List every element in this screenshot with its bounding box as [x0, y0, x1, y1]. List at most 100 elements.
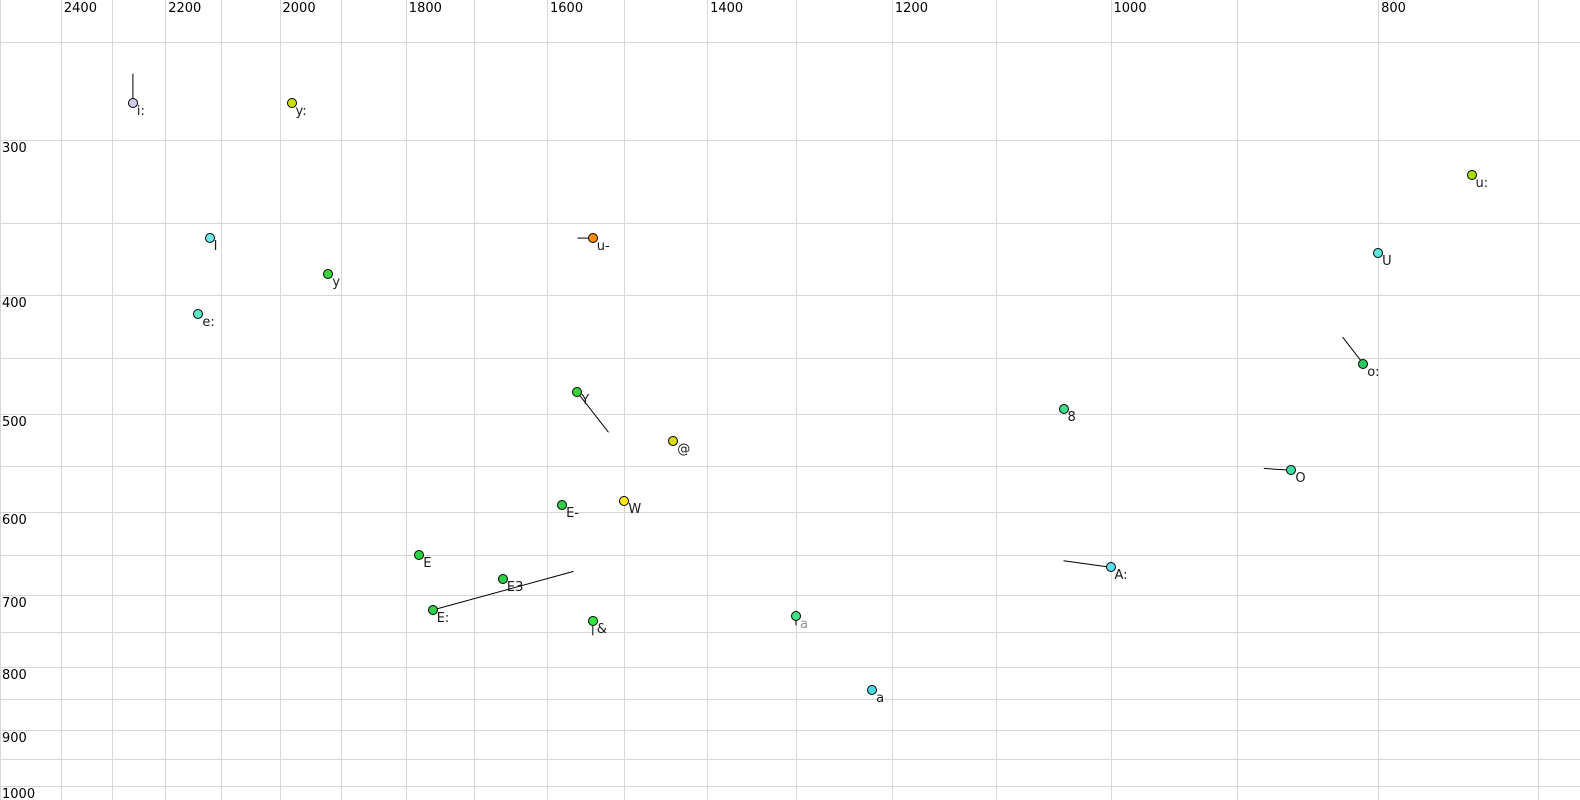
x-tick-label: 1600 — [550, 1, 584, 16]
x-gridline — [474, 0, 476, 800]
data-point-label: u: — [1475, 175, 1489, 191]
x-gridline — [1236, 0, 1238, 800]
y-gridline — [0, 512, 1580, 514]
data-point — [1373, 247, 1384, 258]
data-point-label: y: — [295, 104, 307, 120]
data-point-label: 8 — [1067, 409, 1076, 425]
data-point — [286, 98, 297, 109]
x-tick-label: 1400 — [710, 1, 744, 16]
data-point — [497, 574, 508, 585]
x-gridline — [891, 0, 893, 800]
data-point — [1286, 465, 1297, 476]
data-point — [127, 98, 138, 109]
data-point — [1466, 169, 1477, 180]
data-point-label: E — [423, 556, 432, 572]
data-point — [323, 269, 334, 280]
x-gridline — [547, 0, 548, 800]
data-point-label: a — [876, 690, 885, 706]
data-point — [619, 496, 630, 507]
y-tick-label: 800 — [2, 667, 27, 683]
x-gridline — [796, 0, 797, 800]
y-gridline — [0, 222, 1580, 224]
x-gridline — [624, 0, 626, 800]
data-point-label: E- — [566, 505, 579, 521]
y-gridline — [0, 758, 1580, 760]
y-tick-label: 1000 — [2, 787, 36, 800]
x-gridline — [279, 0, 281, 800]
tail-line — [432, 570, 574, 611]
y-tick-label: 900 — [2, 730, 27, 746]
data-point — [867, 684, 878, 695]
data-point — [204, 233, 215, 244]
data-point-label: W — [628, 502, 642, 518]
y-tick-label: 600 — [2, 513, 27, 529]
x-gridline — [111, 0, 113, 800]
y-gridline — [0, 414, 1580, 416]
data-point-label: Y — [581, 393, 590, 409]
y-tick-label: 300 — [2, 141, 27, 157]
x-gridline — [1538, 0, 1540, 800]
data-point — [668, 435, 679, 446]
y-gridline — [0, 729, 1580, 731]
x-gridline — [221, 0, 222, 800]
data-point-label: y — [332, 275, 341, 291]
data-point-label: i: — [136, 104, 145, 120]
x-gridline — [1110, 0, 1112, 800]
x-tick-label: 2400 — [63, 1, 97, 16]
y-gridline — [0, 594, 1580, 596]
plot-left-border — [0, 0, 1, 800]
data-point-label: e: — [202, 315, 215, 331]
data-point-label: o: — [1367, 364, 1380, 380]
y-gridline — [0, 294, 1580, 296]
x-tick-label: 2200 — [168, 1, 202, 16]
data-point — [557, 499, 568, 510]
x-gridline — [341, 0, 342, 800]
x-gridline — [405, 0, 407, 800]
tail-line — [577, 392, 609, 433]
x-gridline — [707, 0, 709, 800]
x-gridline — [996, 0, 998, 800]
x-gridline — [1378, 0, 1380, 800]
y-gridline — [0, 786, 1580, 788]
data-point — [1358, 358, 1369, 369]
y-gridline — [0, 357, 1580, 359]
data-point-label: I — [213, 239, 218, 255]
data-point-label: E3 — [506, 580, 524, 596]
y-gridline — [0, 42, 1580, 44]
data-point-label: U — [1382, 253, 1392, 269]
x-tick-label: 1800 — [408, 1, 442, 16]
data-point-label: @ — [677, 441, 691, 457]
data-point — [791, 610, 801, 621]
x-gridline — [165, 0, 167, 800]
y-gridline — [0, 631, 1580, 633]
y-gridline — [0, 555, 1580, 557]
data-point — [193, 309, 204, 320]
y-tick-label: 500 — [2, 415, 27, 431]
data-point — [427, 605, 438, 615]
data-point — [1058, 403, 1069, 414]
data-point — [587, 616, 598, 626]
x-tick-label: 1000 — [1113, 1, 1147, 16]
x-tick-label: 800 — [1381, 1, 1406, 16]
data-point-label: O — [1295, 471, 1306, 487]
y-gridline — [0, 666, 1580, 668]
x-gridline — [60, 0, 62, 800]
data-point-label: u- — [596, 239, 610, 255]
y-tick-label: 700 — [2, 595, 27, 611]
y-tick-label: 400 — [2, 295, 27, 311]
tail-line — [1063, 560, 1111, 568]
data-point — [587, 233, 598, 244]
data-point — [1105, 562, 1116, 573]
x-tick-label: 2000 — [282, 1, 316, 16]
y-gridline — [0, 465, 1580, 467]
data-point-label: a — [800, 616, 808, 632]
x-tick-label: 1200 — [894, 1, 928, 16]
data-point — [414, 550, 425, 561]
data-point-label: E: — [436, 611, 450, 626]
y-gridline — [0, 699, 1580, 700]
data-point-label: A: — [1114, 568, 1128, 584]
data-point — [572, 387, 583, 398]
data-point-label: & — [596, 622, 607, 637]
